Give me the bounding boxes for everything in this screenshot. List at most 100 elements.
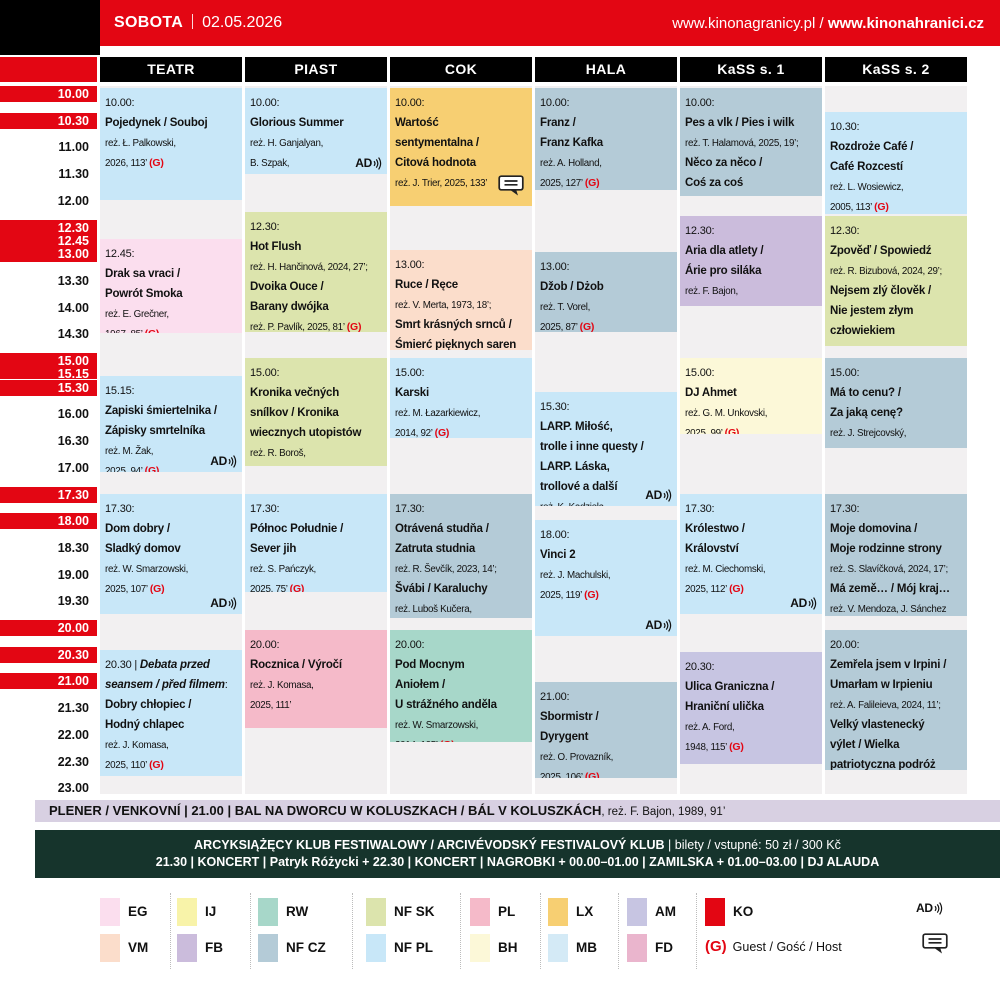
event-text-line: Za jaką cenę?: [830, 402, 962, 422]
event-text: 10.00:: [250, 97, 280, 109]
legend-label-eg: EG: [128, 904, 148, 919]
event-text: 2025, 87’: [540, 322, 580, 332]
event-text-line: Glorious Summer: [250, 112, 382, 132]
legend-separator-6: [618, 893, 619, 969]
event-text-line: reż. J. Strejcovský,: [830, 422, 962, 442]
plener-title: PLENER / VENKOVNÍ | 21.00 | BAL NA DWORC…: [49, 803, 602, 818]
event-m-to-cenu: 15.00: Má to cenu? / Za jaką cenę? reż. J. …: [825, 358, 967, 448]
event-text: reż. T. Vorel,: [540, 302, 591, 313]
event-zem-ela-jsem-v-irpini: 20.00: Zemřela jsem v Irpini / Umarłam w I…: [825, 630, 967, 770]
legend-label-fd: FD: [655, 940, 673, 955]
guest-mark: (G): [584, 177, 600, 189]
event-text: 17.30:: [830, 503, 860, 515]
event-text-line: 2025, 94’ (G): [105, 460, 237, 472]
event-text-line: Hodný chlapec: [105, 714, 237, 734]
event-text-line: reż. J. Komasa,: [105, 734, 237, 754]
event-text: Aniołem /: [395, 679, 445, 691]
header-urls: www.kinonagranicy.pl / www.kinonahranici…: [672, 15, 984, 32]
event-text: Vinci 2: [540, 549, 576, 561]
event-dobry-ch-opiec: 20.30 | Debata przed seansem / před filme…: [100, 650, 242, 776]
event-text-line: Pod Mocnym: [395, 654, 527, 674]
event-text: 1948, 115’: [685, 742, 730, 753]
event-text-line: reż. Luboš Kučera,: [395, 598, 527, 618]
ad-label: AD: [645, 488, 662, 502]
time-label-16-30: 16.30: [57, 434, 89, 449]
event-text: LARP. Miłość,: [540, 421, 613, 433]
time-bar-21-00: 21.00: [0, 673, 97, 690]
event-text: reż. H. Ganjalyan,: [250, 138, 324, 149]
event-text: Aria dla atlety /: [685, 245, 764, 257]
event-text-line: Hraniční ulička: [685, 696, 817, 716]
time-gutter-header-strip: [0, 57, 97, 82]
event-text: 2014, 105’: [395, 740, 440, 742]
event-text-line: Pojedynek / Souboj: [105, 112, 237, 132]
event-text: 2005, 113’: [830, 202, 875, 213]
legend-guest-entry: (G) Guest / Gość / Host: [705, 938, 842, 956]
legend-swatch-nf-cz: [258, 934, 278, 962]
event-kronika-ve-n-ch: 15.00: Kronika večných snílkov / Kronika wi…: [245, 358, 387, 466]
event-text-line: Umarłam w Irpieniu: [830, 674, 962, 694]
event-text-line: Północ Południe /: [250, 518, 382, 538]
event-text: Karski: [395, 387, 429, 399]
event-sbormistr: 21.00: Sbormistr / Dyrygent reż. O. Provazn…: [535, 682, 677, 778]
event-text-line: 20.00:: [395, 634, 527, 654]
event-p-noc-po-udnie: 17.30: Północ Południe / Sever jih reż. S. …: [245, 494, 387, 592]
event-text-line: reż. R. Bizubová, 2024, 29’;: [830, 260, 962, 280]
legend-separator-5: [540, 893, 541, 969]
event-text-line: 15.15:: [105, 380, 237, 400]
audio-description-icon: AD: [210, 454, 237, 468]
event-text: reż. O. Provazník,: [540, 752, 613, 763]
time-label-13-30: 13.30: [57, 273, 89, 288]
url-separator: /: [815, 14, 828, 32]
event-text: Umarłam w Irpieniu: [830, 679, 933, 691]
event-text: 2025, 94’: [105, 466, 145, 472]
event-text-line: człowiekiem: [830, 320, 962, 340]
event-text-line: Moje rodzinne strony: [830, 538, 962, 558]
event-text-line: Powrót Smoka: [105, 283, 237, 303]
time-bar-10-00: 10.00: [0, 86, 97, 102]
event-text-line: Švábi / Karaluchy: [395, 578, 527, 598]
event-text-line: 2014, 92’ (G): [395, 422, 527, 438]
event-text: reż. S. Slavíčková, 2024, 17’;: [830, 564, 948, 575]
event-text: reż. Luboš Kučera,: [395, 604, 472, 615]
guest-mark: (G): [434, 427, 450, 438]
event-text-line: Vinci 2: [540, 544, 672, 564]
guest-mark: (G): [725, 305, 740, 306]
event-text: reż. P. Pavlík, 2025, 81’: [250, 322, 347, 332]
event-text: B. Szpak,: [250, 158, 290, 169]
event-text-line: Zápisky smrtelníka: [105, 420, 237, 440]
event-text: DJ Ahmet: [685, 387, 737, 399]
event-text-line: 10.00:: [540, 92, 672, 112]
event-text-line: 10.00:: [105, 92, 237, 112]
legend-swatch-bh: [470, 934, 490, 962]
event-text-line: 20.30:: [685, 656, 817, 676]
legend-label-fb: FB: [205, 940, 223, 955]
event-text-line: snílkov / Kronika: [250, 402, 382, 422]
event-dom-dobry: 17.30: Dom dobry / Sladký domov reż. W. Sma…: [100, 494, 242, 614]
event-text: reż. T. Halamová, 2025, 19’;: [685, 138, 799, 149]
event-text-line: 17.30:: [830, 498, 962, 518]
event-franz: 10.00: Franz / Franz Kafka reż. A. Holland,…: [535, 88, 677, 190]
event-text-line: Má to cenu? /: [830, 382, 962, 402]
event-text-line: reż. M. Ciechomski,: [685, 558, 817, 578]
event-ulica-graniczna: 20.30: Ulica Graniczna / Hraniční ulička re…: [680, 652, 822, 764]
legend-label-nf-cz: NF CZ: [286, 940, 326, 955]
guest-mark: (G): [440, 739, 455, 742]
event-text: reż. L. Wosiewicz,: [830, 182, 904, 193]
event-text-line: 2025, 111’: [250, 694, 382, 714]
event-text: reż. V. Mendoza, J. Sánchez: [830, 604, 947, 615]
guest-mark: (G): [149, 583, 165, 595]
time-label-19-00: 19.00: [57, 567, 89, 582]
event-text-line: reż. H. Ganjalyan,: [250, 132, 382, 152]
time-label-17-00: 17.00: [57, 460, 89, 475]
event-text-line: 2005, 113’ (G): [830, 196, 962, 214]
event-text: 15.00:: [685, 367, 715, 379]
event-text-line: 17.30:: [395, 498, 527, 518]
event-text: Zpověď / Spowiedź: [830, 245, 932, 257]
event-text-line: 12.45:: [105, 243, 237, 263]
event-text-line: reż. A. Holland,: [540, 152, 672, 172]
event-text-line: 20.00:: [830, 634, 962, 654]
legend-swatch-ko: [705, 898, 725, 926]
sound-waves-icon: [228, 454, 237, 468]
legend-label-ko: KO: [733, 904, 754, 919]
